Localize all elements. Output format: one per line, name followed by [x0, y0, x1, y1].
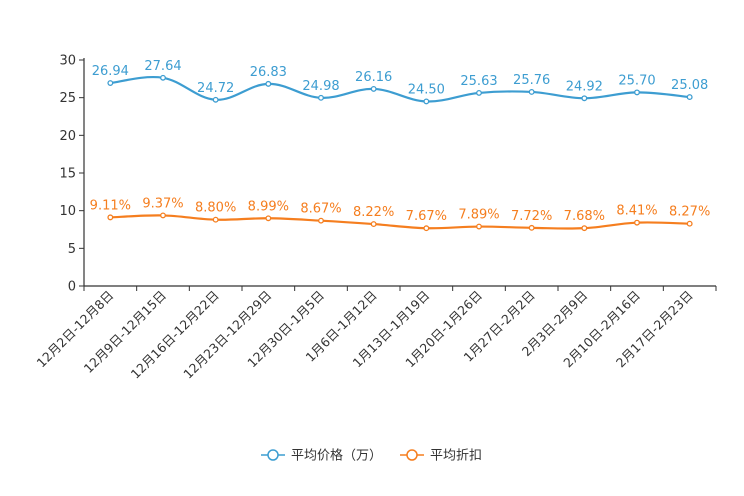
- data-label: 26.16: [355, 70, 392, 85]
- legend-marker-icon: [406, 449, 418, 461]
- data-point: [476, 223, 482, 230]
- data-point: [160, 74, 166, 81]
- data-point: [265, 215, 272, 222]
- y-tick-label: 15: [59, 167, 76, 182]
- data-label: 27.64: [144, 59, 181, 74]
- y-tick-label: 20: [59, 129, 76, 144]
- data-point: [423, 225, 430, 232]
- data-point: [160, 212, 166, 219]
- data-label: 7.72%: [511, 209, 552, 224]
- data-label: 8.67%: [300, 202, 341, 217]
- data-point: [370, 85, 377, 92]
- y-tick-label: 0: [68, 280, 76, 295]
- data-point: [686, 220, 693, 227]
- data-label: 9.37%: [142, 196, 183, 211]
- data-label: 24.50: [408, 82, 445, 97]
- data-label: 8.41%: [616, 204, 657, 219]
- data-label: 26.83: [250, 65, 287, 80]
- data-label: 24.72: [197, 81, 234, 96]
- data-label: 26.94: [92, 64, 129, 79]
- data-point: [318, 217, 324, 224]
- data-label: 25.63: [460, 74, 497, 89]
- data-point: [423, 98, 430, 105]
- data-label: 25.08: [671, 78, 708, 93]
- data-label: 24.92: [566, 79, 603, 94]
- data-point: [581, 95, 588, 102]
- data-label: 8.80%: [195, 201, 236, 216]
- data-label: 8.22%: [353, 205, 394, 220]
- data-point: [581, 225, 588, 232]
- data-point: [528, 224, 535, 231]
- x-tick-label: 12月16日-12月22日: [128, 288, 222, 382]
- data-point: [686, 94, 693, 101]
- series-0: 26.94 27.64 24.72 26.83 24.98 26.16 24.50 25.63…: [92, 59, 708, 105]
- y-tick-label: 10: [59, 204, 76, 219]
- data-label: 7.67%: [406, 209, 447, 224]
- series-line: [110, 214, 690, 230]
- data-label: 7.68%: [564, 209, 605, 224]
- series-line: [110, 76, 690, 103]
- data-point: [318, 94, 324, 101]
- series-1: 9.11% 9.37% 8.80% 8.99% 8.67% 8.22% 7.67% 7.89%…: [90, 196, 710, 232]
- y-tick-label: 25: [59, 91, 76, 106]
- data-label: 25.70: [618, 73, 655, 88]
- data-label: 24.98: [302, 79, 339, 94]
- data-point: [528, 88, 535, 95]
- y-tick-label: 30: [59, 54, 76, 69]
- x-tick-label: 12月23日-12月29日: [180, 288, 274, 382]
- legend[interactable]: 平均价格（万） 平均折扣: [261, 448, 482, 464]
- data-point: [265, 80, 272, 87]
- data-label: 7.89%: [458, 208, 499, 223]
- data-point: [212, 216, 219, 223]
- data-point: [107, 214, 114, 221]
- data-point: [634, 89, 640, 96]
- data-label: 9.11%: [90, 198, 131, 213]
- legend-item-0[interactable]: 平均价格（万）: [261, 448, 382, 464]
- legend-label: 平均折扣: [430, 449, 482, 464]
- data-point: [476, 89, 482, 96]
- legend-label: 平均价格（万）: [291, 448, 382, 464]
- data-point: [107, 80, 114, 87]
- legend-item-1[interactable]: 平均折扣: [400, 449, 482, 464]
- series-group: 26.94 27.64 24.72 26.83 24.98 26.16 24.50 25.63…: [90, 59, 710, 232]
- data-label: 8.27%: [669, 205, 710, 220]
- data-label: 8.99%: [248, 199, 289, 214]
- data-label: 25.76: [513, 73, 550, 88]
- data-point: [370, 221, 377, 228]
- legend-marker-icon: [267, 449, 279, 461]
- y-tick-label: 5: [68, 242, 76, 257]
- data-point: [634, 219, 640, 226]
- data-point: [212, 96, 219, 103]
